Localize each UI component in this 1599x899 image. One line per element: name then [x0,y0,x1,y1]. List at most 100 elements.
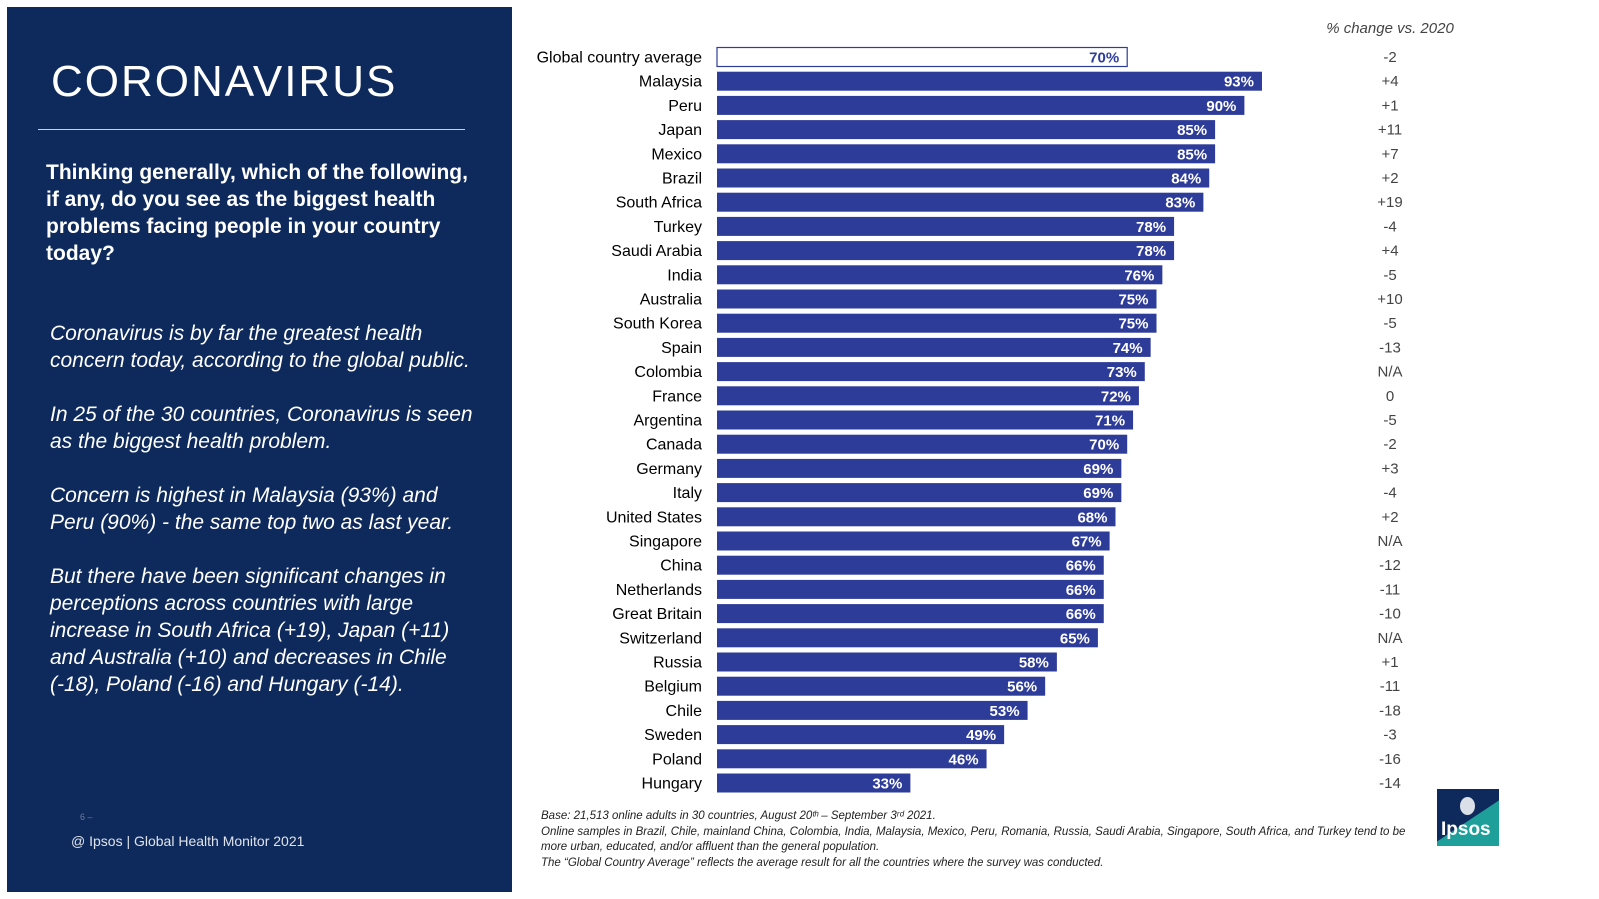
change-value: +1 [1381,97,1398,114]
category-label: Brazil [662,171,702,188]
category-label: Hungary [642,776,702,793]
commentary-paragraph: In 25 of the 30 countries, Coronavirus i… [50,403,473,453]
category-label: Australia [640,292,702,309]
bar [717,410,1134,430]
data-label: 85% [1177,146,1207,163]
change-value: -12 [1379,557,1401,574]
change-value: -5 [1383,412,1396,429]
bar [717,725,1005,745]
change-value: -18 [1379,702,1401,719]
category-label: India [667,267,702,284]
data-label: 46% [949,751,979,768]
category-label: Italy [673,485,702,502]
base-note-line: Base: 21,513 online adults in 30 countri… [541,810,936,822]
commentary: Coronavirus is by far the greatest healt… [50,320,480,725]
data-label: 66% [1066,606,1096,623]
category-label: Switzerland [619,630,702,647]
data-label: 58% [1019,655,1049,672]
footer-credit: @ Ipsos | Global Health Monitor 2021 [71,833,305,849]
data-label: 66% [1066,558,1096,575]
change-value: +2 [1381,170,1398,187]
data-label: 85% [1177,122,1207,139]
bar [717,628,1098,648]
change-value: -2 [1383,436,1396,453]
change-value: +7 [1381,146,1398,163]
bar [717,386,1139,406]
change-value: N/A [1377,630,1402,647]
data-label: 78% [1136,219,1166,236]
category-label: Belgium [644,679,702,696]
bar [717,289,1157,309]
change-value: +1 [1381,654,1398,671]
category-label: Colombia [634,364,702,381]
data-label: 65% [1060,630,1090,647]
bar [717,531,1110,551]
base-note-line: The “Global Country Average” reflects th… [541,856,1104,869]
commentary-paragraph: But there have been significant changes … [50,565,450,696]
data-label: 71% [1095,413,1125,430]
base-notes: Base: 21,513 online adults in 30 countri… [541,809,1411,871]
change-value: -2 [1383,49,1396,66]
change-column-header: % change vs. 2020 [1326,20,1454,37]
change-value: -4 [1383,485,1396,502]
category-label: China [660,558,702,575]
change-value: -14 [1379,775,1401,792]
data-label: 66% [1066,582,1096,599]
bar [717,483,1122,503]
category-label: South Africa [616,195,702,212]
data-label: 78% [1136,243,1166,260]
data-label: 73% [1107,364,1137,381]
bar [717,555,1104,575]
bar [717,749,987,769]
bar [717,604,1104,624]
bar [717,168,1210,188]
category-label: Canada [646,437,702,454]
change-value: +4 [1381,73,1398,90]
logo-text: Ipsos [1441,819,1491,840]
survey-question: Thinking generally, which of the followi… [46,161,468,265]
category-label: Sweden [644,727,702,744]
change-value: N/A [1377,533,1402,550]
bar [716,46,1128,68]
data-label: 68% [1077,509,1107,526]
bar [717,192,1204,212]
category-label: Great Britain [612,606,702,623]
data-label: 90% [1206,98,1236,115]
data-label: 74% [1113,340,1143,357]
change-value: -11 [1380,581,1401,598]
category-label: Russia [653,655,702,672]
bar [717,313,1157,333]
category-label: Germany [636,461,702,478]
bar [717,362,1145,382]
commentary-paragraph: Concern is highest in Malaysia (93%) and… [50,484,454,534]
change-value: +2 [1381,509,1398,526]
category-label: Saudi Arabia [611,243,702,260]
data-label: 72% [1101,388,1131,405]
bar [717,241,1175,261]
category-label: Global country average [537,50,703,67]
bar [717,700,1028,720]
left-panel: CORONAVIRUS Thinking generally, which of… [7,7,512,892]
data-label: 75% [1118,292,1148,309]
data-label: 70% [1089,437,1119,454]
category-label: Malaysia [639,74,702,91]
data-label: 33% [872,776,902,793]
change-value: +3 [1381,460,1398,477]
data-label: 76% [1124,267,1154,284]
category-label: Mexico [651,146,702,163]
title-divider [38,129,465,130]
bar [717,458,1122,478]
change-value: -5 [1383,315,1396,332]
category-label: France [652,388,702,405]
bar [717,95,1245,115]
bar-chart: % change vs. 2020 Global country average 7… [537,20,1454,793]
change-value: -13 [1379,339,1401,356]
bar [717,144,1216,164]
change-value: +19 [1377,194,1402,211]
page-title: CORONAVIRUS [51,57,398,106]
change-value: N/A [1377,364,1402,381]
change-value: -4 [1383,218,1396,235]
data-label: 49% [966,727,996,744]
page-number: 6 – [80,812,93,822]
logo-dot [1460,797,1475,815]
